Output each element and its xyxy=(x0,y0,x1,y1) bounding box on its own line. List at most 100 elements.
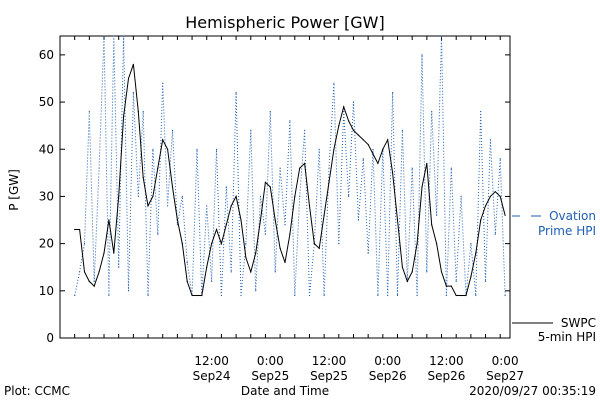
swpc-point xyxy=(264,181,266,183)
ovation-point xyxy=(93,280,95,282)
swpc-point xyxy=(225,224,227,226)
swpc-point xyxy=(470,276,472,278)
y-axis-label: P [GW] xyxy=(7,169,21,211)
swpc-point xyxy=(274,219,276,221)
swpc-point xyxy=(377,162,379,164)
swpc-point xyxy=(191,294,193,297)
ovation-point xyxy=(157,233,159,235)
ovation-point xyxy=(338,243,340,245)
y-axis: 0 10 20 30 40 50 60 xyxy=(39,48,510,345)
x-tick-time: 0:00 xyxy=(374,354,401,368)
ovation-series-line xyxy=(74,35,506,296)
ovation-point xyxy=(147,294,149,297)
ovation-point xyxy=(299,195,301,197)
ovation-point xyxy=(480,110,482,113)
ovation-point xyxy=(343,110,345,113)
ovation-point xyxy=(377,294,379,297)
ovation-point xyxy=(387,294,389,297)
ovation-point xyxy=(240,294,242,297)
ovation-point xyxy=(137,195,139,197)
swpc-point xyxy=(88,280,90,282)
ovation-point xyxy=(289,120,291,122)
ovation-point xyxy=(259,195,262,197)
ovation-point xyxy=(294,294,296,297)
swpc-point xyxy=(206,266,208,268)
ovation-point xyxy=(445,294,447,297)
swpc-point xyxy=(215,228,218,231)
swpc-point xyxy=(294,195,296,197)
swpc-point xyxy=(304,162,306,164)
x-tick-date: Sep25 xyxy=(251,369,289,383)
ovation-point xyxy=(304,129,306,131)
plot-timestamp: 2020/09/27 00:35:19 xyxy=(469,384,596,398)
ovation-point xyxy=(225,186,227,188)
chart-title: Hemispheric Power [GW] xyxy=(185,13,384,32)
swpc-point xyxy=(240,219,242,221)
ovation-point xyxy=(367,252,369,254)
swpc-point xyxy=(382,148,384,150)
ovation-point xyxy=(264,233,266,235)
y-tick-label: 0 xyxy=(46,331,54,345)
swpc-point xyxy=(372,153,374,155)
ovation-point xyxy=(318,148,320,150)
swpc-point xyxy=(245,257,247,259)
ovation-point xyxy=(196,148,198,150)
swpc-point xyxy=(279,247,281,249)
ovation-point xyxy=(83,243,86,245)
x-tick-time: 12:00 xyxy=(194,354,229,368)
y-tick-label: 40 xyxy=(39,142,54,156)
swpc-point xyxy=(499,195,501,197)
ovation-point xyxy=(206,205,208,207)
ovation-point xyxy=(436,214,438,216)
ovation-point xyxy=(211,280,213,282)
ovation-point xyxy=(489,139,491,141)
ovation-point xyxy=(426,271,428,273)
plot-credit: Plot: CCMC xyxy=(4,384,70,398)
ovation-point xyxy=(484,280,487,282)
swpc-point xyxy=(118,195,120,197)
swpc-point xyxy=(318,247,320,249)
swpc-point xyxy=(362,139,364,141)
swpc-point xyxy=(328,181,330,183)
ovation-point xyxy=(103,35,105,37)
swpc-point xyxy=(348,120,350,122)
swpc-point xyxy=(504,214,506,216)
swpc-point xyxy=(299,167,301,169)
ovation-point xyxy=(215,148,218,150)
ovation-point xyxy=(392,92,394,94)
ovation-point xyxy=(308,294,311,297)
swpc-point xyxy=(230,205,232,207)
ovation-point xyxy=(499,158,501,160)
swpc-point xyxy=(123,115,125,117)
ovation-point xyxy=(162,82,164,84)
swpc-point xyxy=(313,243,315,245)
ovation-point xyxy=(362,158,364,160)
swpc-point xyxy=(147,205,149,207)
swpc-point xyxy=(357,134,359,136)
swpc-point xyxy=(152,195,154,197)
swpc-point xyxy=(436,243,438,245)
swpc-point xyxy=(113,252,115,254)
swpc-point xyxy=(255,252,257,254)
swpc-legend-label-1: SWPC xyxy=(561,316,596,330)
swpc-point xyxy=(83,271,86,273)
ovation-legend-label-2: Prime HPI xyxy=(538,224,596,238)
swpc-series-line xyxy=(74,64,506,296)
swpc-point xyxy=(450,285,452,287)
swpc-point xyxy=(440,271,443,273)
swpc-point xyxy=(416,243,418,245)
swpc-point xyxy=(250,271,252,273)
ovation-point xyxy=(284,224,286,226)
swpc-point xyxy=(176,219,178,221)
plot-frame xyxy=(59,35,511,339)
swpc-point xyxy=(103,252,105,254)
ovation-point xyxy=(504,294,506,297)
ovation-point xyxy=(440,35,443,37)
x-tick-date: Sep27 xyxy=(486,369,524,383)
series-layer xyxy=(74,35,506,297)
swpc-point xyxy=(289,233,291,235)
swpc-point xyxy=(181,243,183,245)
swpc-point xyxy=(406,280,408,282)
swpc-point xyxy=(338,125,340,127)
